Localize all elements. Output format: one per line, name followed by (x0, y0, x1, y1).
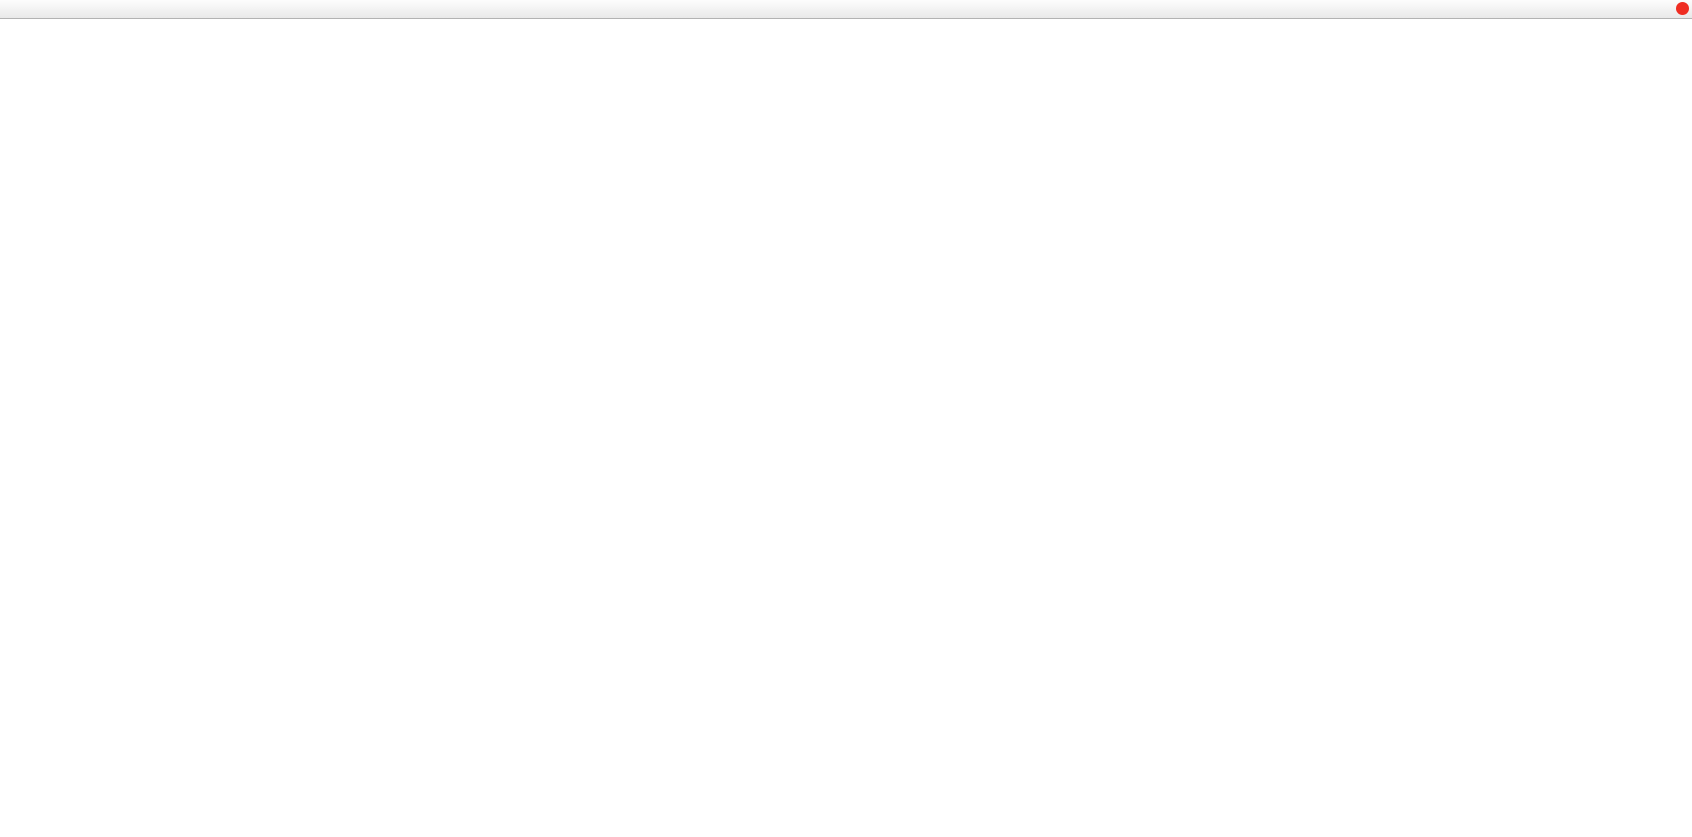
chart-title (6, 25, 9, 36)
toolbar (0, 0, 1692, 19)
notification-badge[interactable] (1676, 2, 1689, 15)
